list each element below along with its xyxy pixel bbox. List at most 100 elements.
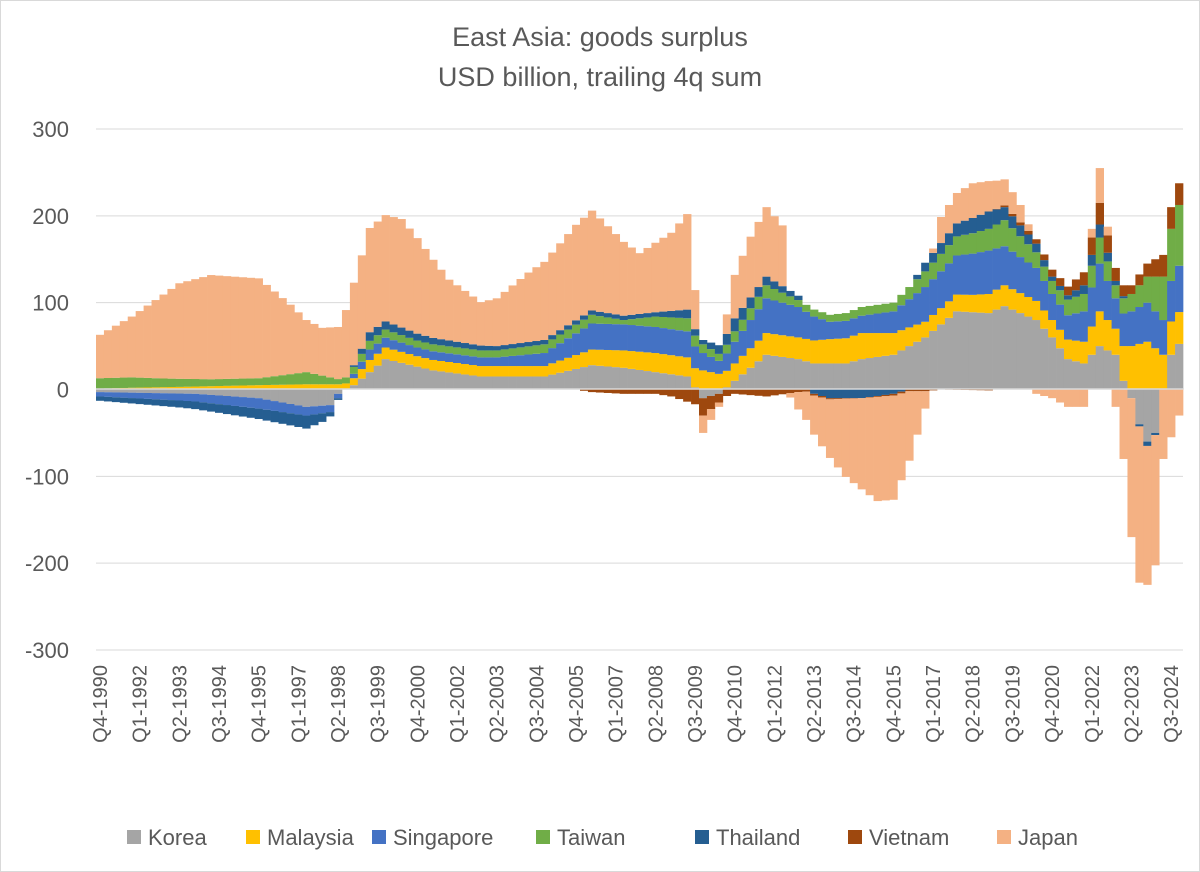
bar-korea [254,389,263,399]
bar-korea [310,389,319,407]
bar-malaysia [810,340,819,364]
bar-malaysia [310,384,319,390]
bar-japan [1159,389,1168,459]
bar-singapore [1040,280,1049,311]
bar-japan [802,391,811,420]
bar-taiwan [1119,298,1128,314]
bar-singapore [532,353,541,367]
bar-korea [381,359,390,390]
bar-japan [691,290,700,330]
bar-taiwan [587,314,597,324]
bar-taiwan [730,331,740,342]
bar-japan [286,304,295,375]
bar-taiwan [103,377,113,389]
bar-malaysia [215,386,224,390]
bar-singapore [1032,267,1041,301]
bar-korea [103,389,113,393]
bar-taiwan [802,304,811,312]
bar-thailand [825,389,835,399]
x-tick-label: Q4-2020 [1042,665,1064,743]
bar-singapore [484,357,494,367]
bar-japan [579,217,589,316]
bar-taiwan [714,353,724,361]
bar-japan [381,215,390,322]
bar-thailand [691,329,700,336]
bar-thailand [738,307,747,320]
bar-thailand [326,412,335,417]
bar-taiwan [349,366,359,374]
x-tick-label: Q2-2023 [1121,665,1143,743]
bar-malaysia [635,351,644,370]
legend-label: Singapore [393,825,493,850]
bar-malaysia [619,350,628,368]
bar-malaysia [1095,311,1104,347]
bar-japan [738,255,747,308]
bar-japan [1111,389,1120,407]
bar-singapore [1016,257,1025,294]
bar-malaysia [857,333,866,360]
bar-taiwan [222,378,232,386]
bar-thailand [619,315,628,321]
bar-malaysia [341,383,351,390]
bar-japan [199,277,208,380]
bar-thailand [611,314,621,319]
bar-malaysia [1087,326,1097,355]
bar-thailand [175,400,184,408]
bar-taiwan [484,350,494,358]
bar-japan [373,221,382,327]
bar-vietnam [794,389,803,393]
legend: Korea Malaysia Singapore Taiwan Thailand Viet… [127,825,1078,850]
bar-japan [532,267,541,342]
bar-japan [1024,224,1033,231]
bar-thailand [659,311,668,317]
bar-japan [1087,228,1097,238]
bar-vietnam [770,389,779,396]
bar-taiwan [984,228,993,251]
bar-malaysia [730,363,740,381]
bar-thailand [278,412,287,424]
bar-malaysia [691,368,700,388]
bar-singapore [437,352,446,361]
bar-japan [1135,426,1144,583]
bar-malaysia [738,355,747,375]
bar-taiwan [215,379,224,387]
bar-vietnam [810,393,819,396]
bar-singapore [413,347,422,357]
bar-thailand [714,345,724,354]
bar-singapore [992,248,1001,290]
bar-singapore [135,392,144,399]
bar-vietnam [738,389,747,395]
x-tick-label: Q2-2013 [804,665,826,743]
bar-malaysia [595,349,605,366]
bar-korea [1175,343,1184,390]
bar-singapore [635,325,644,352]
bar-singapore [572,333,581,356]
bar-japan [556,243,565,331]
bar-malaysia [1103,320,1112,351]
bar-korea [976,312,985,390]
bar-japan [318,327,327,376]
bar-japan [437,269,446,340]
bar-singapore [944,263,954,302]
bar-taiwan [833,313,843,322]
bar-malaysia [802,338,811,362]
bar-singapore [540,353,549,367]
bar-japan [508,285,517,345]
bar-korea [476,376,486,390]
bar-singapore [849,318,859,336]
bar-thailand [1095,224,1104,238]
bar-japan [389,217,398,325]
bar-malaysia [865,333,874,359]
bar-japan [159,294,168,379]
bar-japan [1071,389,1081,407]
bar-taiwan [1024,244,1033,263]
bar-malaysia [278,384,287,390]
bar-thailand [1032,243,1041,253]
bar-malaysia [445,362,454,373]
bar-korea [579,367,589,390]
bar-malaysia [818,339,827,364]
bar-thailand [476,345,486,351]
bar-malaysia [675,356,684,376]
bar-malaysia [246,385,256,390]
bar-vietnam [1167,207,1176,229]
